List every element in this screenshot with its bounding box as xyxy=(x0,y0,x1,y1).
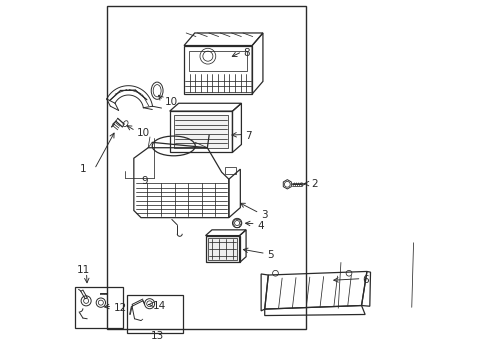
Text: 9: 9 xyxy=(141,176,147,186)
Bar xyxy=(205,235,240,262)
Bar xyxy=(127,296,183,333)
Bar xyxy=(208,238,237,260)
Text: 12: 12 xyxy=(113,303,126,313)
Text: 11: 11 xyxy=(76,265,90,275)
Text: 6: 6 xyxy=(363,275,369,285)
Text: 1: 1 xyxy=(79,164,86,174)
Bar xyxy=(174,116,228,148)
Bar xyxy=(74,287,123,328)
Bar xyxy=(107,6,306,329)
Text: 4: 4 xyxy=(257,221,264,230)
Text: 13: 13 xyxy=(151,331,164,341)
Text: 10: 10 xyxy=(137,128,150,138)
Text: 7: 7 xyxy=(245,131,252,141)
Text: 10: 10 xyxy=(164,97,177,107)
Text: 2: 2 xyxy=(311,179,318,189)
Bar xyxy=(190,51,247,71)
Text: 5: 5 xyxy=(267,250,274,260)
Text: 14: 14 xyxy=(153,301,166,311)
Text: 8: 8 xyxy=(243,48,250,58)
Text: 3: 3 xyxy=(261,210,268,220)
